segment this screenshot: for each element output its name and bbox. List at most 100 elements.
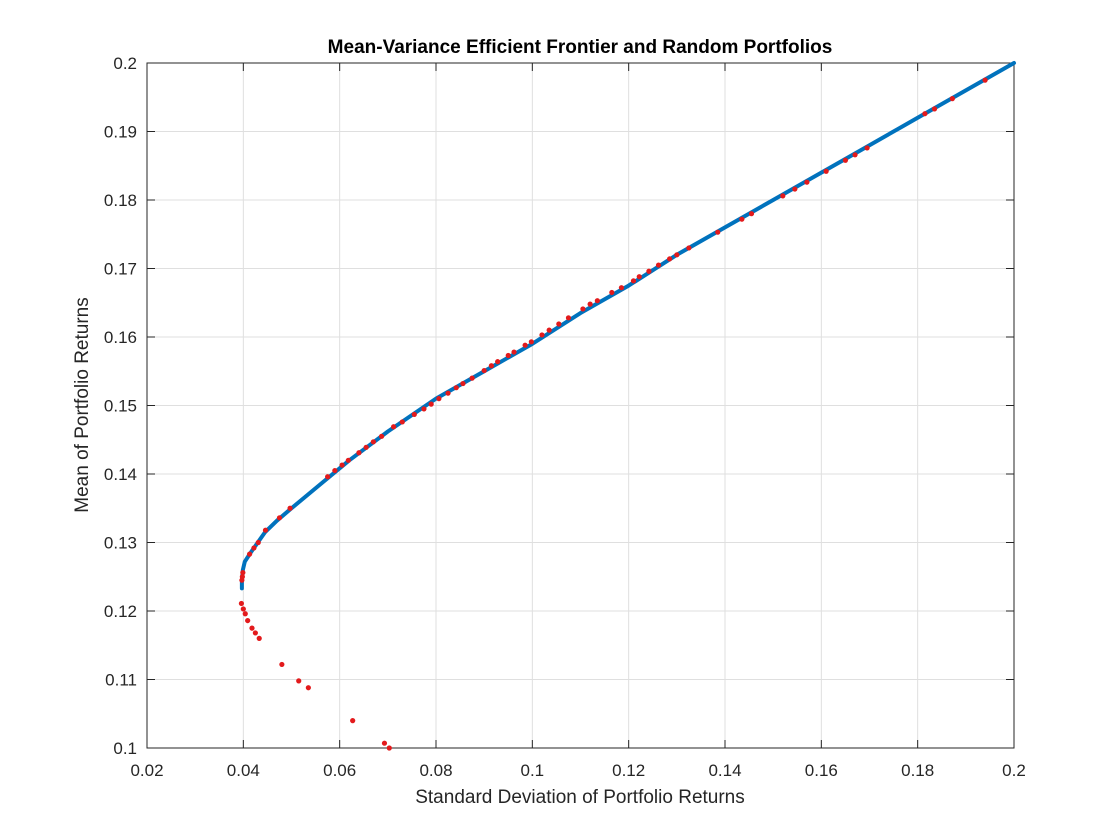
portfolio-point [242,611,248,617]
portfolio-point [655,262,662,268]
portfolio-point [421,406,427,412]
y-tick-label: 0.18 [104,191,137,210]
x-tick-label: 0.02 [130,761,163,780]
x-tick-label: 0.2 [1002,761,1026,780]
portfolio-point [630,278,637,284]
x-tick-label: 0.18 [901,761,934,780]
portfolio-point [436,396,442,402]
portfolio-point [539,332,545,338]
portfolio-point [381,740,388,746]
y-tick-label: 0.12 [104,602,137,621]
portfolio-point [245,617,251,624]
y-tick-label: 0.17 [104,260,137,279]
portfolio-point [481,367,487,374]
portfolio-point [587,301,593,307]
portfolio-point [565,315,572,321]
x-tick-label: 0.04 [227,761,260,780]
portfolio-point [363,444,369,450]
grid [146,62,1015,749]
portfolio-point [618,285,625,291]
y-tick-label: 0.11 [105,671,137,690]
portfolio-point [279,661,285,668]
portfolio-point [296,678,302,684]
portfolio-point [240,606,246,612]
y-tick-label: 0.13 [104,534,137,553]
portfolio-point [505,352,511,359]
portfolio-point [546,327,552,333]
portfolio-point [411,411,417,418]
portfolio-point [287,505,293,511]
y-tick-label: 0.1 [113,739,137,758]
axis-ticks: 0.02 0.04 0.06 0.08 0.1 0.12 0.14 0.16 0.18 0.2 0.… [104,54,1026,780]
y-tick-label: 0.16 [104,328,137,347]
portfolio-point [345,457,351,463]
portfolio-point [931,106,938,112]
portfolio-point [842,157,849,163]
x-axis-label: Standard Deviation of Portfolio Returns [415,787,745,808]
portfolio-point [339,462,345,468]
portfolio-point [636,274,642,280]
portfolio-point [255,539,261,546]
y-tick-label: 0.14 [104,465,137,484]
portfolio-point [249,625,255,631]
portfolio-point [580,306,586,312]
x-tick-label: 0.16 [805,761,838,780]
portfolio-point [495,359,501,365]
series-layer [238,61,1016,751]
portfolio-point [370,439,376,445]
portfolio-point [674,252,680,258]
portfolio-point [428,401,434,407]
portfolio-point [528,339,534,345]
portfolio-point [609,289,615,296]
portfolio-point [922,111,928,117]
portfolio-point [350,718,356,724]
portfolio-point [686,245,692,251]
portfolio-point [256,635,262,642]
portfolio-point [445,390,451,396]
portfolio-point [667,256,673,262]
portfolio-point [325,474,331,480]
portfolio-point [949,96,955,102]
portfolio-point [556,321,562,327]
portfolio-point [378,433,385,439]
portfolio-point [488,363,494,369]
portfolio-point [982,77,988,83]
portfolio-point [251,545,257,551]
portfolio-point [792,186,798,192]
portfolio-point [852,152,858,158]
portfolio-point [864,145,870,151]
portfolio-point [715,229,721,235]
portfolio-point [391,424,397,430]
portfolio-point [305,685,311,691]
x-tick-label: 0.12 [612,761,645,780]
portfolio-point [332,467,338,474]
portfolio-point [460,380,466,387]
portfolio-point [386,745,392,751]
portfolio-point [399,419,405,425]
y-tick-label: 0.19 [104,123,137,142]
x-tick-label: 0.08 [419,761,452,780]
portfolio-point [238,600,245,607]
portfolio-point [262,527,269,533]
portfolio-point [469,375,475,381]
y-tick-label: 0.15 [104,397,137,416]
portfolio-point [646,268,652,274]
portfolio-point [356,450,362,456]
y-tick-label: 0.2 [113,54,137,73]
portfolio-point [276,515,283,521]
chart-title: Mean-Variance Efficient Frontier and Ran… [328,37,833,58]
portfolio-point [739,216,745,222]
portfolio-point [453,385,459,391]
portfolio-point [780,193,786,199]
portfolio-point [522,342,528,348]
portfolio-point [804,179,810,185]
portfolio-point [823,168,829,174]
portfolio-point [240,570,246,576]
portfolio-point [511,349,517,355]
x-tick-label: 0.14 [708,761,741,780]
x-tick-label: 0.06 [323,761,356,780]
y-axis-label: Mean of Portfolio Returns [72,297,93,512]
efficient-frontier-line [239,61,1016,591]
